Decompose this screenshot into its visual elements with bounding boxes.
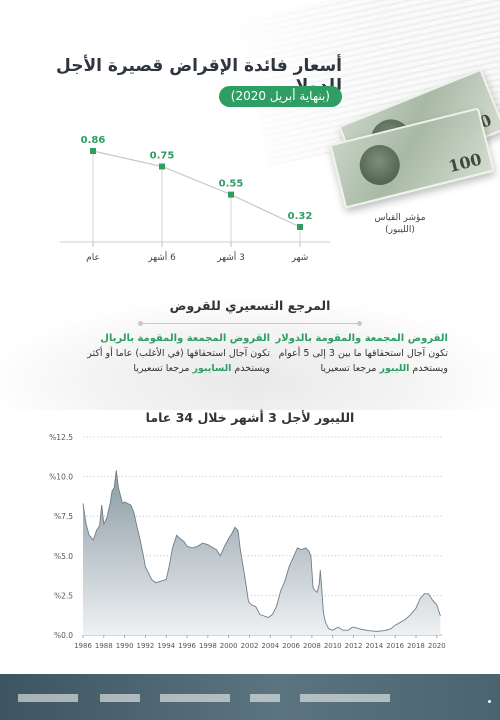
data-point — [90, 148, 96, 154]
section-shade — [0, 300, 500, 410]
y-tick-label: %10.0 — [49, 473, 73, 482]
category-label: عام — [86, 253, 100, 263]
x-tick-label: 2006 — [282, 642, 300, 650]
data-point — [159, 163, 165, 170]
riyal-loans-block: القروض المجمعة والمقومة بالريال تكون آجا… — [60, 331, 270, 376]
divider-dot — [357, 321, 362, 326]
x-tick-label: 2002 — [241, 642, 259, 650]
x-tick-label: 1990 — [116, 642, 134, 650]
sibor-highlight: السايبور — [192, 363, 232, 374]
x-tick-label: 2008 — [303, 642, 321, 650]
data-point — [297, 224, 303, 230]
riyal-loans-line1: تكون آجال استحقاقها (في الأغلب) عاما أو … — [87, 348, 270, 359]
divider-dot — [138, 321, 143, 326]
x-tick-label: 2018 — [407, 642, 425, 650]
data-label: 0.86 — [81, 135, 106, 146]
data-label: 0.55 — [219, 179, 244, 190]
x-tick-label: 1992 — [137, 642, 155, 650]
dollar-suffix: مرجعا تسعيريا — [320, 363, 380, 374]
dollar-loans-line2: ويستخدم الليبور مرجعا تسعيريا — [238, 361, 448, 376]
divider-line — [140, 323, 360, 324]
dollar-loans-heading: القروض المجمعة والمقومة بالدولار — [275, 333, 448, 344]
y-tick-label: %0.0 — [54, 631, 73, 640]
page-dot — [488, 700, 491, 703]
riyal-loans-heading: القروض المجمعة والمقومة بالريال — [100, 333, 270, 344]
riyal-prefix: ويستخدم — [231, 363, 270, 374]
x-tick-label: 2020 — [428, 642, 446, 650]
x-tick-label: 2012 — [345, 642, 363, 650]
y-tick-label: %7.5 — [54, 512, 73, 521]
y-tick-label: %12.5 — [49, 433, 73, 442]
data-label: 0.75 — [150, 150, 175, 161]
x-tick-label: 2016 — [386, 642, 404, 650]
gauge-label-line1: مؤشر القياس — [374, 213, 426, 223]
footer-decoration — [100, 694, 140, 702]
footer-decoration — [160, 694, 230, 702]
x-tick-label: 1988 — [95, 642, 113, 650]
area-fill — [83, 470, 441, 635]
gauge-label: مؤشر القياس (الليبور) — [368, 212, 432, 236]
data-label: 0.32 — [288, 211, 313, 222]
category-label: شهر — [291, 253, 309, 263]
series-line — [92, 150, 301, 228]
x-tick-label: 1998 — [199, 642, 217, 650]
pricing-title: المرجع التسعيري للقروض — [169, 298, 331, 313]
category-label: 6 أشهر — [147, 251, 176, 263]
x-tick-label: 1986 — [74, 642, 92, 650]
area-line — [82, 470, 441, 632]
libor-highlight: الليبور — [379, 363, 410, 374]
x-tick-label: 2010 — [324, 642, 342, 650]
x-tick-label: 2004 — [261, 642, 279, 650]
rates-line-chart: 0.86 عام 0.75 6 أشهر 0.55 3 أشهر 0.32 شهر — [60, 135, 330, 263]
y-tick-label: %2.5 — [54, 591, 73, 600]
x-tick-label: 2014 — [365, 642, 383, 650]
dollar-prefix: ويستخدم — [409, 363, 448, 374]
dollar-loans-line1: تكون آجال استحقاقها ما بين 3 إلى 5 أعوام — [278, 348, 448, 359]
dollar-loans-block: القروض المجمعة والمقومة بالدولار تكون آج… — [238, 331, 448, 376]
footer-decoration — [18, 694, 78, 702]
date-badge: (بنهاية أبريل 2020) — [218, 86, 342, 107]
gauge-label-line2: (الليبور) — [385, 225, 415, 235]
footer-decoration — [250, 694, 280, 702]
riyal-suffix: مرجعا تسعيريا — [133, 363, 193, 374]
data-point — [228, 191, 234, 198]
footer-decoration — [300, 694, 390, 702]
x-tick-label: 1994 — [157, 642, 175, 650]
libor-chart-title: الليبور لأجل 3 أشهر خلال 34 عاما — [145, 410, 355, 425]
riyal-loans-line2: ويستخدم السايبور مرجعا تسعيريا — [60, 361, 270, 376]
x-tick-label: 1996 — [178, 642, 196, 650]
category-label: 3 أشهر — [216, 251, 245, 263]
y-tick-label: %5.0 — [54, 552, 73, 561]
x-tick-label: 2000 — [220, 642, 238, 650]
